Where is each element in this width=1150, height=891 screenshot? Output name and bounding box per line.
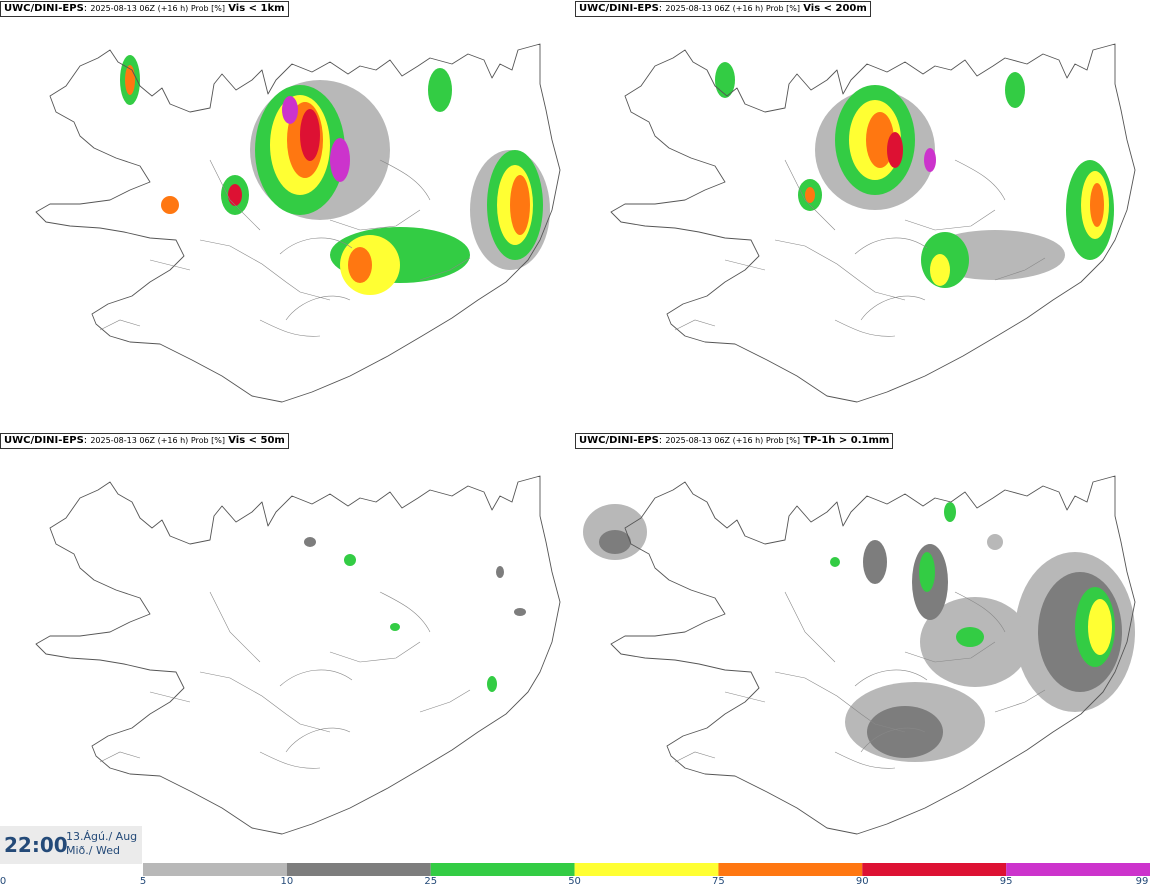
valid-date-line2: Mið./ Wed bbox=[66, 844, 120, 857]
colorbar-segment bbox=[430, 863, 575, 876]
colorbar-tick-label: 5 bbox=[139, 876, 147, 887]
valid-time-box: 22:00 13.Ágú./ Aug Mið./ Wed bbox=[0, 826, 142, 864]
map-panel-vis-50m: UWC/DINI-EPS: 2025-08-13 06Z (+16 h) Pro… bbox=[0, 432, 575, 864]
map-title: UWC/DINI-EPS: 2025-08-13 06Z (+16 h) Pro… bbox=[575, 1, 871, 17]
colorbar-tick-label: 0 bbox=[0, 876, 7, 887]
colorbar-tick-label: 95 bbox=[999, 876, 1013, 887]
map-panel-tp-1h: UWC/DINI-EPS: 2025-08-13 06Z (+16 h) Pro… bbox=[575, 432, 1150, 864]
colorbar-tick-label: 75 bbox=[712, 876, 725, 887]
probability-field bbox=[715, 62, 1114, 288]
probability-field bbox=[304, 537, 526, 692]
valid-date: 13.Ágú./ Aug Mið./ Wed bbox=[66, 830, 137, 858]
colorbar-segment bbox=[286, 863, 431, 876]
colorbar bbox=[143, 863, 1150, 876]
colorbar-tick-label: 90 bbox=[855, 876, 869, 887]
map-panel-vis-1km: UWC/DINI-EPS: 2025-08-13 06Z (+16 h) Pro… bbox=[0, 0, 575, 432]
map-title: UWC/DINI-EPS: 2025-08-13 06Z (+16 h) Pro… bbox=[575, 433, 894, 449]
colorbar-segment bbox=[862, 863, 1007, 876]
colorbar-tick-label: 99 bbox=[1135, 876, 1149, 887]
colorbar-tick-label: 25 bbox=[424, 876, 438, 887]
colorbar-tick-label: 50 bbox=[568, 876, 581, 887]
iceland-map bbox=[583, 475, 1136, 835]
colorbar-segment bbox=[1006, 863, 1150, 876]
colorbar-segment bbox=[718, 863, 863, 876]
iceland-map bbox=[610, 43, 1136, 403]
probability-field bbox=[583, 502, 1135, 762]
valid-time: 22:00 bbox=[4, 833, 68, 857]
iceland-map bbox=[35, 43, 561, 403]
map-title: UWC/DINI-EPS: 2025-08-13 06Z (+16 h) Pro… bbox=[0, 1, 289, 17]
colorbar-segment bbox=[143, 863, 287, 876]
map-title: UWC/DINI-EPS: 2025-08-13 06Z (+16 h) Pro… bbox=[0, 433, 289, 449]
colorbar-tick-label: 10 bbox=[280, 876, 294, 887]
map-panel-vis-200m: UWC/DINI-EPS: 2025-08-13 06Z (+16 h) Pro… bbox=[575, 0, 1150, 432]
valid-date-line1: 13.Ágú./ Aug bbox=[66, 830, 138, 843]
iceland-map bbox=[35, 475, 561, 835]
colorbar-segment bbox=[574, 863, 719, 876]
probability-field bbox=[120, 55, 550, 295]
